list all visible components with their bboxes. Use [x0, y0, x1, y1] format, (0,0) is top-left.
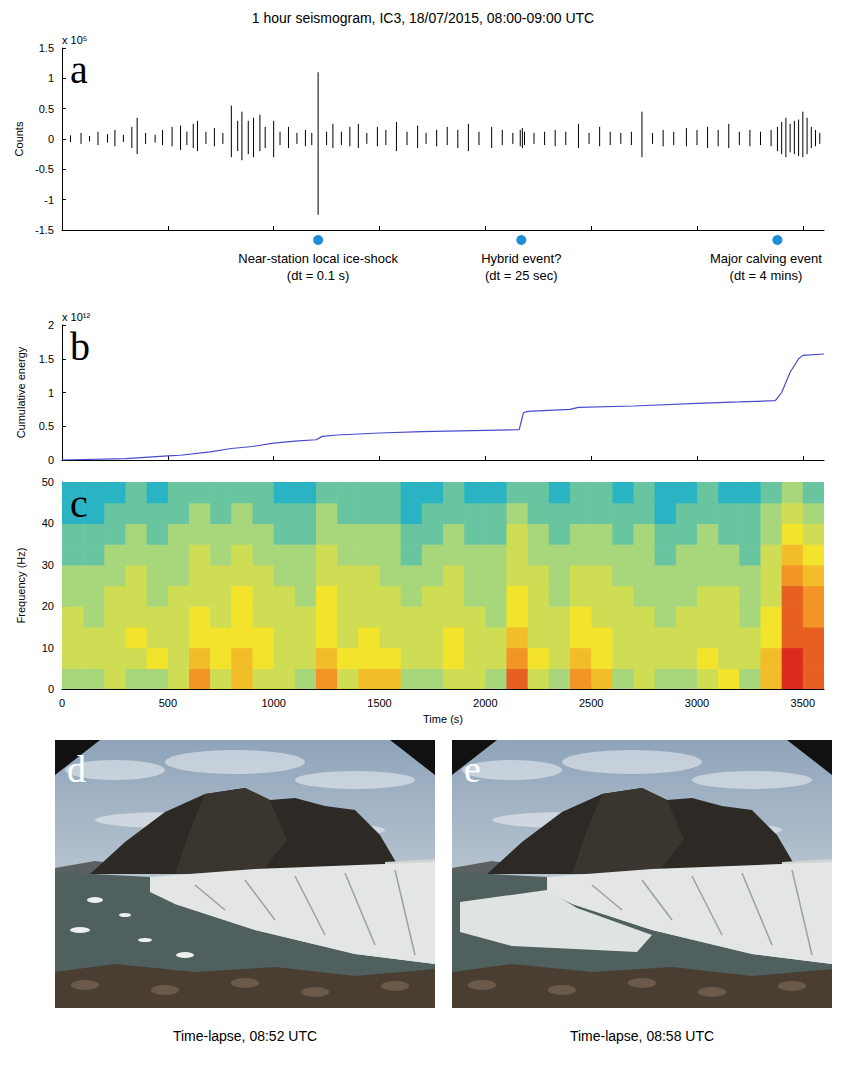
svg-text:50: 50 [42, 476, 54, 488]
svg-text:1: 1 [48, 72, 54, 84]
svg-text:10: 10 [42, 642, 54, 654]
html-text:Time-lapse, 08:58 UTC: Time-lapse, 08:58 UTC [569, 1028, 715, 1044]
svg-text:1500: 1500 [367, 697, 391, 709]
svg-text:c: c [70, 481, 88, 526]
svg-text:-1.5: -1.5 [35, 224, 54, 236]
svg-text:0: 0 [48, 683, 54, 695]
svg-text:(dt = 4 mins): (dt = 4 mins) [730, 268, 803, 283]
svg-text:Cumulative energy: Cumulative energy [15, 346, 27, 438]
svg-text:Frequency (Hz): Frequency (Hz) [15, 548, 27, 624]
svg-text:0.5: 0.5 [39, 103, 54, 115]
svg-text:3500: 3500 [791, 697, 815, 709]
svg-text:1: 1 [48, 387, 54, 399]
svg-text:-0.5: -0.5 [35, 163, 54, 175]
svg-text:(dt = 0.1 s): (dt = 0.1 s) [287, 268, 350, 283]
svg-text:1 hour seismogram, IC3, 18/07/: 1 hour seismogram, IC3, 18/07/2015, 08:0… [252, 10, 594, 26]
svg-text:0: 0 [59, 697, 65, 709]
svg-text:-1: -1 [44, 194, 54, 206]
svg-text:20: 20 [42, 600, 54, 612]
svg-text:30: 30 [42, 559, 54, 571]
svg-text:0: 0 [48, 454, 54, 466]
svg-text:Major calving event: Major calving event [710, 251, 822, 266]
svg-text:x 10⁵: x 10⁵ [62, 34, 87, 46]
svg-text:2000: 2000 [473, 697, 497, 709]
svg-text:Hybrid event?: Hybrid event? [481, 251, 561, 266]
svg-text:40: 40 [42, 517, 54, 529]
svg-text:0: 0 [48, 133, 54, 145]
svg-text:0.5: 0.5 [39, 420, 54, 432]
svg-text:Near-station local ice-shock: Near-station local ice-shock [238, 251, 398, 266]
svg-text:b: b [70, 324, 90, 369]
svg-text:2500: 2500 [579, 697, 603, 709]
svg-text:1.5: 1.5 [39, 42, 54, 54]
svg-text:1000: 1000 [261, 697, 285, 709]
svg-text:(dt = 25 sec): (dt = 25 sec) [485, 268, 558, 283]
svg-text:a: a [70, 47, 88, 92]
svg-text:2: 2 [48, 319, 54, 331]
svg-text:Time (s): Time (s) [423, 713, 463, 725]
svg-text:1.5: 1.5 [39, 353, 54, 365]
svg-text:500: 500 [159, 697, 177, 709]
svg-text:x 10¹²: x 10¹² [62, 311, 90, 323]
svg-text:e: e [464, 748, 481, 790]
svg-text:Counts: Counts [13, 121, 25, 156]
svg-text:3000: 3000 [685, 697, 709, 709]
svg-text:d: d [67, 748, 86, 790]
html-text:Time-lapse, 08:52 UTC: Time-lapse, 08:52 UTC [172, 1028, 318, 1044]
